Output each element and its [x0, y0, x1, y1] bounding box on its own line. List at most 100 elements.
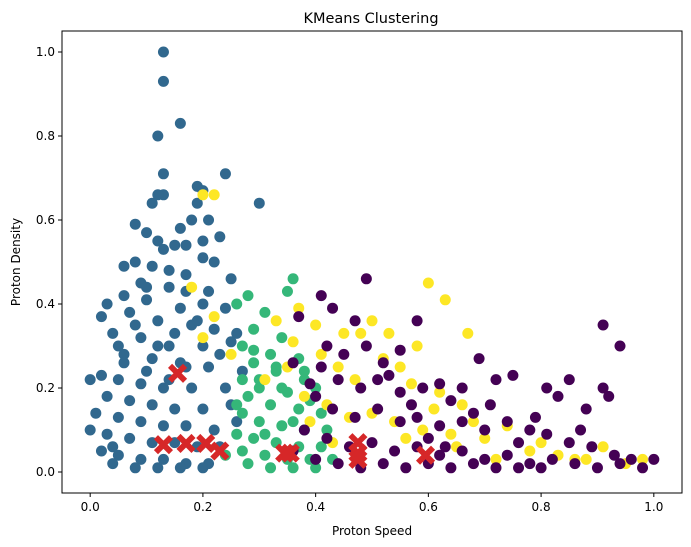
- data-point: [360, 340, 372, 352]
- data-point: [281, 285, 293, 297]
- data-point: [569, 458, 581, 470]
- data-point: [304, 416, 316, 428]
- data-point: [372, 403, 384, 415]
- data-point: [248, 432, 260, 444]
- data-point: [411, 340, 423, 352]
- data-point: [152, 235, 164, 247]
- data-point: [186, 382, 198, 394]
- x-axis-label: Proton Speed: [332, 524, 412, 538]
- data-point: [462, 327, 474, 339]
- data-point: [152, 462, 164, 474]
- axes-frame: [61, 30, 683, 494]
- data-point: [597, 441, 609, 453]
- data-point: [434, 449, 446, 461]
- data-point: [315, 441, 327, 453]
- data-point: [338, 348, 350, 360]
- x-tick-label: 0.8: [532, 500, 551, 514]
- data-point: [186, 214, 198, 226]
- data-point: [298, 424, 310, 436]
- data-point: [434, 420, 446, 432]
- data-point: [197, 298, 209, 310]
- data-point: [248, 344, 260, 356]
- data-point: [490, 374, 502, 386]
- data-point: [467, 416, 479, 428]
- data-point: [169, 239, 181, 251]
- data-point: [405, 399, 417, 411]
- data-point: [219, 168, 231, 180]
- data-point: [242, 290, 254, 302]
- data-point: [479, 453, 491, 465]
- data-point: [456, 416, 468, 428]
- data-point: [208, 256, 220, 268]
- data-point: [394, 344, 406, 356]
- centroid-marker: [348, 449, 368, 469]
- data-point: [422, 277, 434, 289]
- data-point: [112, 374, 124, 386]
- data-point: [231, 327, 243, 339]
- data-point: [203, 361, 215, 373]
- data-point: [197, 189, 209, 201]
- data-point: [242, 390, 254, 402]
- data-point: [259, 306, 271, 318]
- data-point: [445, 395, 457, 407]
- data-point: [321, 340, 333, 352]
- data-point: [276, 382, 288, 394]
- data-point: [95, 445, 107, 457]
- data-point: [141, 227, 153, 239]
- data-point: [118, 260, 130, 272]
- data-point: [614, 458, 626, 470]
- data-point: [186, 281, 198, 293]
- data-point: [157, 168, 169, 180]
- data-point: [535, 462, 547, 474]
- data-point: [360, 273, 372, 285]
- data-point: [236, 407, 248, 419]
- data-point: [152, 315, 164, 327]
- data-point: [383, 327, 395, 339]
- data-point: [191, 197, 203, 209]
- data-point: [400, 462, 412, 474]
- data-point: [513, 462, 525, 474]
- data-point: [625, 453, 637, 465]
- data-point: [169, 327, 181, 339]
- y-axis-label: Proton Density: [9, 218, 23, 306]
- data-point: [411, 315, 423, 327]
- data-point: [287, 357, 299, 369]
- centroid-marker: [196, 433, 216, 453]
- data-point: [270, 315, 282, 327]
- centroid-marker: [280, 443, 300, 463]
- data-point: [124, 432, 136, 444]
- data-point: [225, 336, 237, 348]
- data-point: [490, 462, 502, 474]
- data-point: [219, 382, 231, 394]
- data-point: [293, 311, 305, 323]
- y-tick-label: 0.4: [36, 297, 55, 311]
- data-point: [253, 197, 265, 209]
- data-point: [298, 390, 310, 402]
- data-point: [366, 437, 378, 449]
- data-point: [383, 369, 395, 381]
- data-point: [332, 458, 344, 470]
- data-point: [310, 453, 322, 465]
- data-point: [456, 399, 468, 411]
- data-point: [135, 416, 147, 428]
- data-point: [157, 453, 169, 465]
- data-point: [332, 374, 344, 386]
- data-point: [265, 348, 277, 360]
- data-point: [484, 399, 496, 411]
- data-point: [501, 416, 513, 428]
- x-tick-label: 0.6: [419, 500, 438, 514]
- data-point: [208, 311, 220, 323]
- data-point: [112, 411, 124, 423]
- data-point: [146, 399, 158, 411]
- data-point: [428, 403, 440, 415]
- data-point: [141, 281, 153, 293]
- data-point: [445, 428, 457, 440]
- data-point: [417, 424, 429, 436]
- data-point: [174, 302, 186, 314]
- data-point: [118, 348, 130, 360]
- data-point: [253, 416, 265, 428]
- data-point: [377, 458, 389, 470]
- data-point: [248, 357, 260, 369]
- centroid-stroke: [153, 435, 173, 455]
